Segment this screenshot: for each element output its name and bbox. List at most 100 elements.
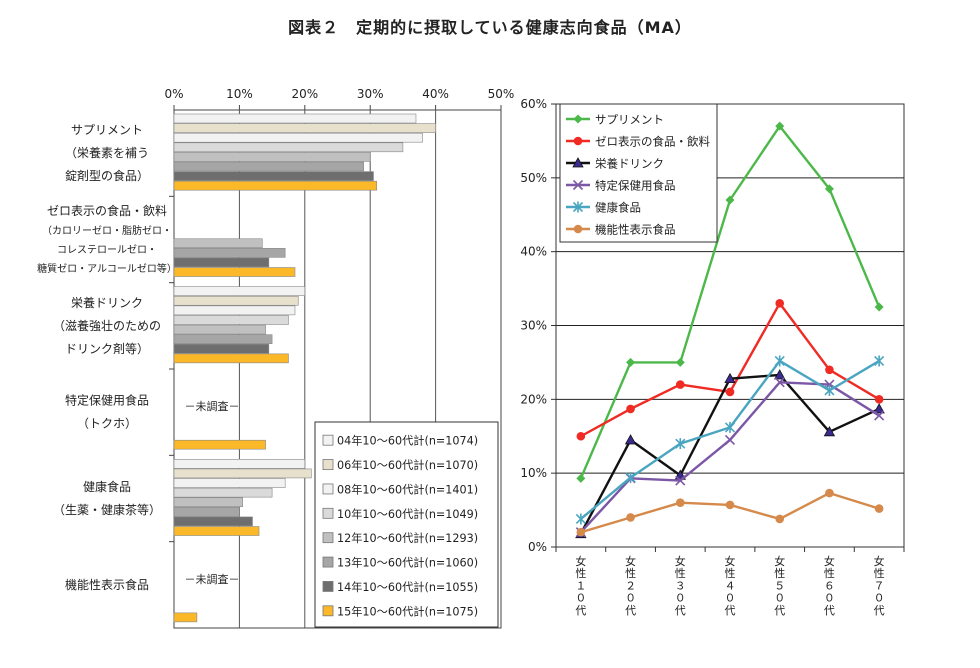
bar — [173, 507, 240, 517]
not-surveyed-note: －未調査－ — [185, 572, 240, 586]
bar-legend-swatch — [322, 459, 334, 470]
bar — [173, 113, 417, 124]
line-x-category-char: 代 — [824, 604, 835, 617]
bar-x-tick-label: 30% — [357, 87, 384, 101]
bar — [173, 295, 299, 306]
line-x-category-char: 代 — [774, 604, 785, 617]
line-x-category-char: 女 — [575, 554, 586, 568]
line-point-star — [625, 472, 636, 484]
bar-legend-swatch — [322, 532, 334, 544]
line-point-triangle — [774, 369, 786, 380]
bar-category-label: （滋養強壮のための — [53, 318, 161, 333]
bar-legend-swatch — [322, 581, 334, 592]
bar-category-label: サプリメント — [71, 123, 143, 137]
bar-x-tick-label: 40% — [422, 87, 449, 101]
bar — [173, 353, 289, 364]
line-y-tick-label: 60% — [520, 97, 547, 111]
bar-legend-label: 13年10～60代計(n=1060) — [337, 556, 478, 570]
bar-legend: 04年10～60代計(n=1074) 06年10～60代計(n=1070) 08年1… — [314, 421, 499, 628]
line-point-circle — [725, 387, 735, 397]
bar — [173, 487, 273, 498]
bar — [173, 180, 378, 191]
line-point-triangle — [823, 425, 836, 437]
line-x-category-char: 代 — [874, 604, 885, 617]
line-point-diamond — [725, 195, 735, 205]
line-x-category-char: 女 — [874, 554, 885, 568]
line-y-tick-label: 0% — [528, 540, 547, 554]
line-x-category-char: 女 — [675, 554, 686, 568]
line-point-circle — [573, 224, 583, 234]
bar — [173, 497, 243, 508]
line-point-diamond — [573, 114, 583, 124]
not-surveyed-note: －未調査－ — [185, 399, 240, 413]
bar — [173, 142, 404, 153]
line-x-category-char: 性 — [824, 566, 835, 580]
bar-legend-swatch — [322, 556, 334, 568]
line-x-category-char: 代 — [675, 604, 686, 617]
bar-category-label: ドリンク剤等） — [65, 341, 149, 356]
line-y-tick-label: 10% — [520, 466, 547, 480]
line-point-circle — [626, 513, 635, 522]
line-point-star — [724, 421, 736, 433]
line-x-category-char: 性 — [575, 566, 586, 580]
bar — [173, 516, 253, 527]
line-point-circle — [576, 527, 586, 537]
bar — [173, 257, 270, 268]
bar — [173, 123, 436, 133]
line-x-category-char: ０ — [874, 592, 885, 605]
bar-legend-label: 15年10～60代計(n=1075) — [337, 604, 478, 618]
line-x-category-char: ４ — [725, 579, 736, 592]
line-x-category-char: 女 — [625, 554, 636, 568]
bar-x-tick-label: 20% — [291, 87, 318, 101]
line-series — [576, 121, 884, 483]
bar — [173, 526, 260, 536]
bar — [173, 459, 306, 469]
bar — [173, 324, 266, 335]
line-point-triangle — [873, 403, 885, 414]
line-x-category-char: 性 — [874, 566, 885, 580]
bar-legend-swatch — [322, 434, 334, 446]
line-y-tick-label: 30% — [520, 319, 547, 333]
bar-category-label: 糖質ゼロ・アルコールゼロ等） — [37, 262, 177, 275]
bar — [173, 439, 266, 450]
bar-category-label: 栄養ドリンク — [71, 295, 143, 310]
line-x-category-char: ６ — [824, 579, 835, 592]
line-legend-label: サプリメント — [595, 113, 664, 127]
line-point-star — [572, 201, 584, 213]
line-point-diamond — [824, 184, 834, 194]
line-series — [576, 488, 884, 537]
line-series — [576, 299, 884, 441]
line-point-star — [874, 355, 885, 367]
bar — [173, 286, 306, 296]
line-point-circle — [775, 514, 785, 524]
line-point-triangle — [724, 372, 736, 384]
bar-category-label: （カロリーゼロ・脂肪ゼロ・ — [42, 224, 172, 237]
line-x-category-char: 代 — [725, 604, 736, 617]
line-y-tick-label: 50% — [520, 171, 547, 185]
line-y-tick-label: 40% — [520, 245, 547, 259]
bar-legend-swatch — [322, 483, 334, 495]
line-legend-label: 栄養ドリンク — [595, 157, 664, 171]
line-point-circle — [573, 136, 583, 146]
line-x-category-char: 女 — [824, 554, 835, 568]
line-point-circle — [874, 504, 884, 513]
line-x-category-char: 代 — [625, 604, 636, 617]
bar-category-label: コレステロールゼロ・ — [57, 244, 157, 256]
line-x-category-char: ０ — [625, 592, 636, 605]
line-point-circle — [626, 404, 635, 414]
line-point-x — [675, 475, 686, 486]
line-legend-label: ゼロ表示の食品・飲料 — [595, 135, 710, 149]
line-x-category-char: ２ — [625, 579, 636, 592]
bar — [173, 161, 364, 172]
line-point-x — [572, 179, 584, 191]
line-x-category-char: ０ — [725, 592, 736, 605]
line-chart: 0%10%20%30%40%50%60%女性１０代女性２０代女性３０代女性４０代… — [520, 97, 905, 617]
line-point-triangle — [572, 157, 584, 168]
bar-legend-swatch — [322, 507, 334, 519]
line-point-star — [575, 513, 586, 525]
line-x-category-char: 女 — [725, 554, 736, 568]
line-point-x — [724, 434, 736, 446]
bar-category-label: 錠剤型の食品） — [65, 168, 149, 183]
line-point-circle — [825, 365, 834, 375]
bar-category-label: （栄養素を補う — [65, 145, 149, 160]
